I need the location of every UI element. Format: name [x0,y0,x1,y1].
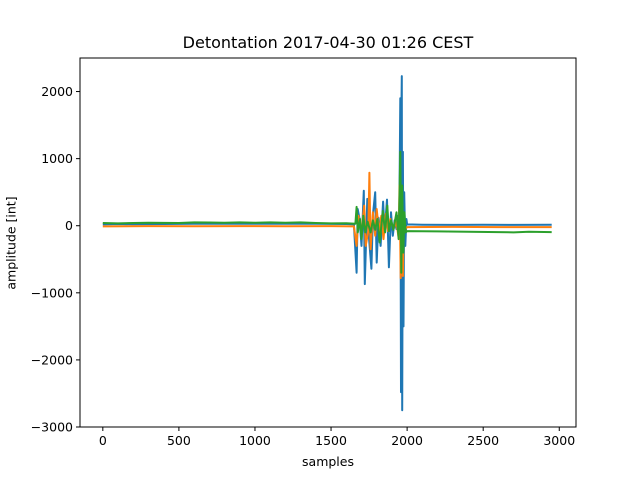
x-tick-label: 1500 [315,433,347,448]
series-line-3 [102,150,552,274]
y-tick-label: 2000 [41,84,73,99]
y-tick-label: 0 [65,218,73,233]
axes-layer: 0 500 1000 1500 2000 2500 3000 −3000 −2000 −1000 0… [31,57,577,448]
x-axis-label: samples [302,454,354,469]
x-tick-label: 500 [167,433,191,448]
chart-title: Detontation 2017-04-30 01:26 CEST [182,33,474,52]
series-line-1 [102,75,552,412]
x-tick-label: 2500 [467,433,499,448]
x-tick-label: 1000 [239,433,271,448]
y-tick-label: −3000 [31,420,73,435]
x-tick-label: 3000 [543,433,575,448]
plot-frame [79,57,577,428]
y-tick-label: −1000 [31,285,73,300]
y-axis-label: amplitude [int] [3,196,19,290]
y-tick-label: −2000 [31,352,73,367]
x-tick-label: 0 [99,433,107,448]
y-tick-label: 1000 [41,151,73,166]
series-layer [102,75,552,412]
x-tick-label: 2000 [391,433,423,448]
